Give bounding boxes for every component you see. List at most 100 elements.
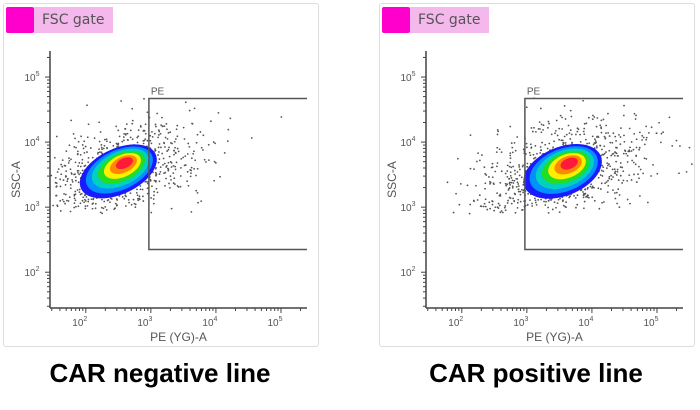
- event-dot: [600, 126, 602, 129]
- event-dot: [517, 188, 520, 191]
- event-dot: [596, 117, 599, 119]
- event-dot: [73, 173, 76, 176]
- event-dot: [74, 161, 77, 164]
- event-dot: [576, 203, 579, 206]
- event-dot: [501, 211, 504, 214]
- event-dot: [583, 122, 586, 125]
- event-dot: [138, 195, 141, 198]
- event-dot: [605, 132, 607, 135]
- event-dot: [543, 200, 545, 203]
- event-dot: [602, 166, 605, 169]
- event-dot: [593, 186, 595, 189]
- y-tick-exponent: 3: [36, 201, 40, 208]
- event-dot: [635, 154, 638, 157]
- event-dot: [565, 201, 568, 204]
- event-dot: [608, 135, 611, 137]
- event-dot: [522, 183, 525, 186]
- event-dot: [509, 157, 512, 160]
- event-dot: [500, 170, 503, 173]
- event-dot: [180, 166, 182, 169]
- event-dot: [174, 168, 177, 171]
- event-dot: [172, 182, 175, 184]
- event-dot: [539, 151, 542, 154]
- event-dot: [71, 179, 74, 181]
- event-dot: [603, 201, 605, 203]
- event-dot: [170, 207, 173, 210]
- event-dot: [176, 124, 179, 127]
- y-axis-label: SSC-A: [9, 161, 23, 198]
- event-dot: [512, 197, 514, 200]
- event-dot: [662, 131, 664, 134]
- event-dot: [478, 194, 481, 197]
- event-dot: [129, 192, 132, 195]
- event-dot: [614, 197, 617, 200]
- event-dot: [630, 179, 633, 181]
- event-dot: [87, 123, 90, 126]
- event-dot: [514, 193, 517, 196]
- x-tick-exponent: 5: [279, 316, 283, 323]
- event-dot: [647, 131, 650, 134]
- event-dot: [280, 116, 283, 118]
- event-dot: [172, 172, 175, 175]
- event-dot: [79, 153, 82, 156]
- event-dot: [513, 200, 516, 203]
- event-dot: [623, 140, 626, 143]
- event-dot: [176, 147, 179, 150]
- event-dot: [99, 211, 102, 214]
- event-dot: [137, 135, 140, 138]
- event-dot: [628, 149, 631, 152]
- event-dot: [94, 202, 97, 205]
- event-dot: [69, 210, 72, 213]
- event-dot: [78, 173, 81, 176]
- event-dot: [517, 183, 520, 185]
- event-dot: [81, 162, 84, 165]
- event-dot: [607, 131, 610, 134]
- event-dot: [106, 199, 109, 202]
- event-dot: [162, 163, 164, 166]
- event-dot: [622, 179, 625, 182]
- event-dot: [495, 151, 498, 154]
- event-dot: [545, 200, 547, 203]
- event-dot: [217, 111, 220, 114]
- event-dot: [173, 177, 176, 180]
- y-tick-label: 103: [24, 201, 39, 214]
- event-dot: [526, 162, 529, 165]
- event-dot: [473, 200, 475, 203]
- event-dot: [153, 132, 156, 135]
- event-dot: [509, 152, 512, 155]
- event-dot: [167, 148, 170, 151]
- event-dot: [86, 204, 89, 207]
- event-dot: [62, 200, 65, 203]
- event-dot: [638, 148, 641, 151]
- event-dot: [456, 157, 459, 160]
- event-dot: [629, 202, 631, 205]
- event-dot: [154, 171, 157, 174]
- event-dot: [638, 195, 641, 197]
- caption-car-negative: CAR negative line: [49, 358, 271, 388]
- event-dot: [226, 140, 229, 143]
- event-dot: [87, 156, 90, 159]
- event-dot: [542, 128, 544, 131]
- event-dot: [125, 123, 128, 126]
- event-dot: [685, 170, 688, 173]
- event-dot: [193, 150, 195, 153]
- event-dot: [141, 188, 144, 191]
- y-tick-exponent: 2: [412, 266, 416, 273]
- event-dot: [143, 97, 145, 100]
- event-dot: [531, 205, 534, 207]
- event-dot: [603, 145, 606, 148]
- event-dot: [553, 140, 555, 143]
- event-dot: [143, 139, 146, 142]
- event-dot: [75, 205, 77, 208]
- event-dot: [597, 136, 600, 139]
- event-dot: [537, 127, 540, 130]
- event-dot: [130, 203, 133, 206]
- event-dot: [478, 159, 481, 162]
- event-dot: [50, 174, 53, 177]
- event-dot: [124, 127, 126, 130]
- event-dot: [167, 131, 170, 134]
- event-dot: [536, 152, 538, 155]
- event-dot: [55, 182, 58, 184]
- event-dot: [55, 194, 58, 197]
- event-dot: [91, 156, 94, 159]
